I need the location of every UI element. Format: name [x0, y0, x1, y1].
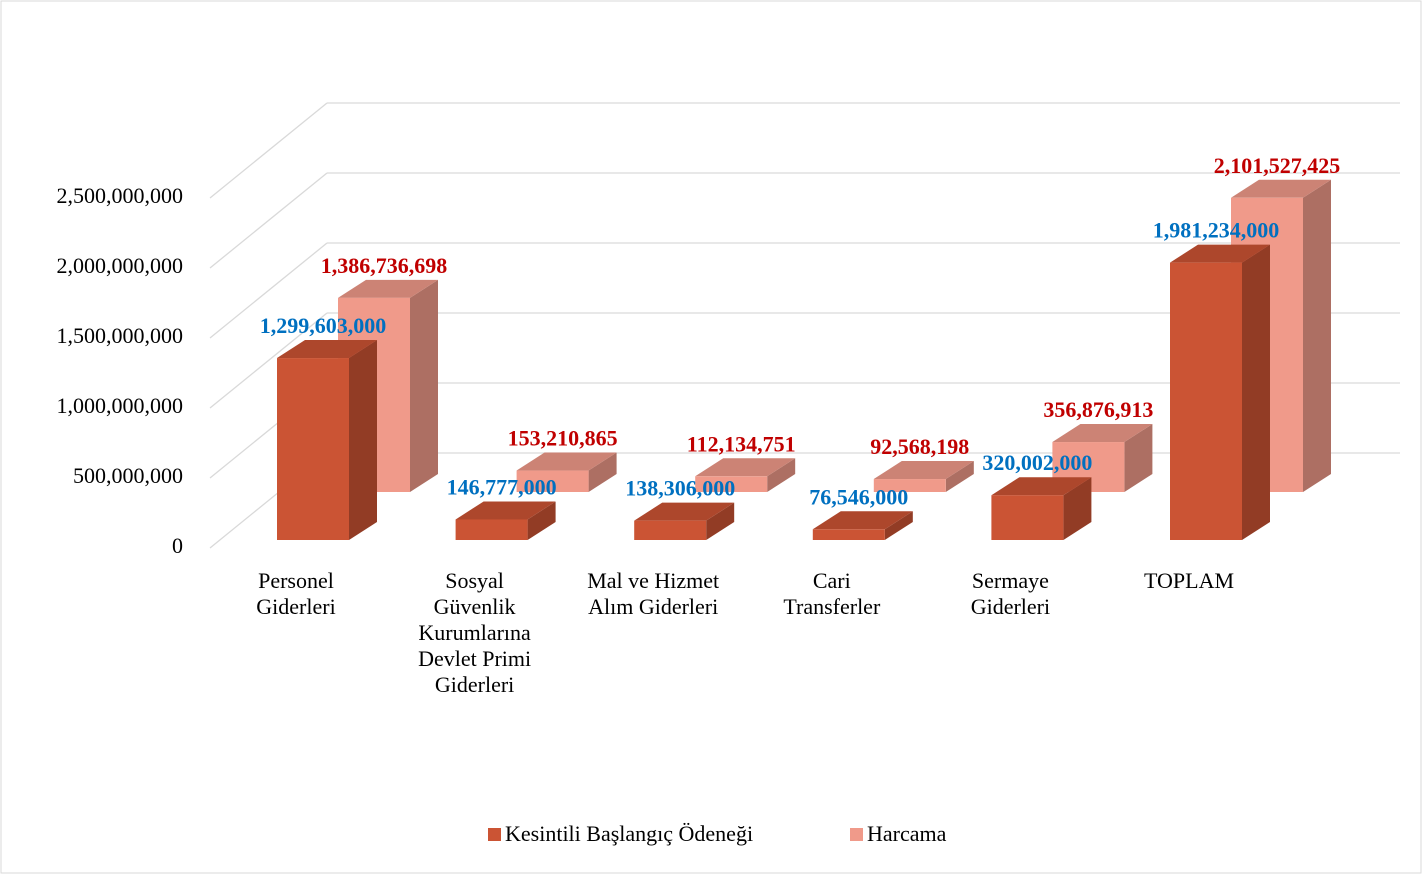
- data-label: 146,777,000: [447, 474, 557, 499]
- bar: [812, 511, 913, 540]
- x-tick-label: Sermaye Giderleri: [970, 568, 1051, 619]
- grid-line: [209, 312, 328, 409]
- grid-line: [209, 172, 328, 269]
- bar-top: [1231, 179, 1331, 198]
- bar-top: [516, 452, 617, 471]
- bar-side: [1242, 244, 1270, 540]
- bar-top: [338, 279, 438, 298]
- x-tick-label: TOPLAM: [1143, 568, 1235, 593]
- grid-line: [209, 242, 328, 339]
- bar: [695, 458, 796, 492]
- bar-side: [349, 340, 377, 540]
- bar-top: [455, 501, 556, 520]
- bar: [634, 502, 735, 540]
- bar: [516, 452, 617, 492]
- x-tick-label: Sosyal Güvenlik Kurumlarına Devlet Primi…: [418, 568, 532, 697]
- bar-top: [634, 502, 735, 521]
- y-tick-label: 500,000,000: [73, 463, 183, 488]
- bar-side: [410, 279, 438, 492]
- bar-top: [991, 477, 1092, 496]
- bar-top: [277, 340, 377, 359]
- y-tick-label: 2,500,000,000: [57, 183, 184, 208]
- bar: [455, 501, 556, 540]
- y-tick-label: 2,000,000,000: [57, 253, 184, 278]
- bar-side: [884, 511, 913, 540]
- bar-front: [1170, 262, 1242, 540]
- bar: [1170, 244, 1270, 540]
- bar-front: [812, 529, 885, 540]
- bar: [873, 461, 974, 492]
- bar: [277, 340, 377, 540]
- data-label: 1,299,603,000: [260, 313, 387, 338]
- bar-top: [873, 461, 974, 480]
- y-tick-label: 1,500,000,000: [57, 323, 184, 348]
- y-tick-label: 1,000,000,000: [57, 393, 184, 418]
- bar-side: [767, 458, 796, 492]
- bar-front: [634, 520, 707, 540]
- bar-side: [527, 501, 556, 540]
- grid-line: [209, 102, 328, 199]
- bar-side: [945, 461, 974, 492]
- data-label: 1,386,736,698: [321, 253, 448, 278]
- bar-front: [516, 470, 589, 492]
- y-tick-label: 0: [172, 533, 183, 558]
- bar-side: [588, 452, 617, 492]
- bar-front: [873, 479, 946, 492]
- x-tick-label: Mal ve Hizmet Alım Giderleri: [587, 568, 720, 619]
- data-label: 153,210,865: [508, 426, 618, 451]
- bar-side: [1303, 179, 1331, 492]
- bar-side: [1063, 477, 1092, 540]
- data-label: 1,981,234,000: [1153, 218, 1280, 243]
- legend-label: Harcama: [867, 821, 947, 846]
- data-label: 112,134,751: [687, 431, 796, 456]
- bar-top: [695, 458, 796, 477]
- bar-side: [706, 502, 735, 540]
- data-label: 138,306,000: [625, 476, 735, 501]
- legend-swatch: [850, 828, 863, 841]
- bar-front: [695, 476, 768, 492]
- data-label: 92,568,198: [870, 434, 969, 459]
- bar: [991, 477, 1092, 540]
- x-tick-label: Cari Transferler: [783, 568, 881, 619]
- data-label: 2,101,527,425: [1214, 153, 1341, 178]
- data-label: 356,876,913: [1043, 397, 1153, 422]
- bar-top: [1170, 244, 1270, 263]
- bar-front: [455, 519, 528, 540]
- legend-swatch: [488, 828, 501, 841]
- data-label: 76,546,000: [809, 484, 908, 509]
- bar-front: [991, 495, 1064, 540]
- bar-front: [277, 358, 349, 540]
- bar-side: [1124, 424, 1153, 492]
- bar-top: [1052, 424, 1153, 443]
- x-tick-label: Personel Giderleri: [256, 568, 336, 619]
- legend-label: Kesintili Başlangıç Ödeneği: [505, 821, 753, 846]
- data-label: 320,002,000: [982, 450, 1092, 475]
- bar-top: [812, 511, 913, 530]
